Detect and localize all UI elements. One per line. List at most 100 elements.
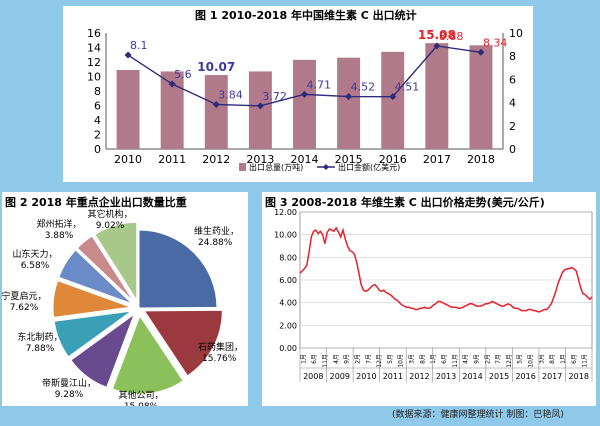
source-note: (数据来源：健康网整理统计 制图：巴艳凤) xyxy=(392,410,564,420)
line-data-label: 4.71 xyxy=(307,78,332,91)
pie-slice xyxy=(111,314,184,395)
line-point xyxy=(433,42,441,50)
x-tick-label: 2012 xyxy=(202,153,230,166)
bar xyxy=(469,45,493,150)
x-tick-label: 2010 xyxy=(114,153,142,166)
x-tick-label: 2014 xyxy=(291,153,319,166)
y-right-tick-label: 2 xyxy=(509,120,516,133)
pie-slice-percent: 15.08% xyxy=(124,402,159,406)
year-label: 2015 xyxy=(489,372,509,381)
x-month-tick: 1月 xyxy=(430,354,437,364)
x-month-tick: 5月 xyxy=(517,354,524,364)
year-label: 2008 xyxy=(303,372,323,381)
figure2-panel: 维生药业，24.88%石药集团，15.76%其他公司，15.08%帝斯曼江山，9… xyxy=(1,192,248,412)
y-left-tick-label: 16 xyxy=(87,27,101,40)
pie-slice-name: 宁夏启元， xyxy=(2,290,47,302)
line-point xyxy=(345,93,353,101)
year-label: 2010 xyxy=(356,372,376,381)
bar-top-label: 10.07 xyxy=(197,60,235,74)
x-tick-label: 2017 xyxy=(423,153,451,166)
x-tick-label: 2018 xyxy=(467,153,495,166)
line-point xyxy=(389,93,397,101)
x-month-tick: 5月 xyxy=(387,354,394,364)
x-month-tick: 9月 xyxy=(344,354,351,364)
line-point xyxy=(477,48,485,56)
y-tick-label: 0.00 xyxy=(279,344,297,353)
figure3-title: 图 3 2008-2018 年维生素 C 出口价格走势(美元/公斤) xyxy=(265,196,545,209)
bar xyxy=(381,51,405,149)
x-month-tick: 2月 xyxy=(484,354,491,364)
line-data-label: 3.84 xyxy=(218,88,243,101)
pie-slice xyxy=(53,310,132,358)
line-data-label: 3.72 xyxy=(262,90,287,103)
y-left-tick-label: 12 xyxy=(87,56,101,69)
pie-slice-name: 山东天力， xyxy=(12,248,57,260)
x-month-tick: 11月 xyxy=(322,354,329,368)
y-right-tick-label: 8 xyxy=(509,50,516,63)
x-month-tick: 6月 xyxy=(311,354,318,364)
line-point xyxy=(301,90,308,98)
year-label: 2016 xyxy=(515,372,535,381)
figure2-chart: 维生药业，24.88%石药集团，15.76%其他公司，15.08%帝斯曼江山，9… xyxy=(1,208,243,412)
x-month-tick: 8月 xyxy=(549,354,556,364)
bar-top-label: 15.08 xyxy=(418,28,456,42)
y-right-tick-label: 6 xyxy=(509,73,516,86)
bar xyxy=(248,71,272,149)
line-data-label: 8.1 xyxy=(130,39,148,52)
x-tick-label: 2013 xyxy=(246,153,274,166)
x-month-tick: 6月 xyxy=(571,354,578,364)
pie-slice-percent: 6.58% xyxy=(21,261,50,271)
pie-slice-name: 其他公司， xyxy=(118,389,163,401)
x-month-tick: 1月 xyxy=(300,354,307,364)
y-left-tick-label: 2 xyxy=(94,129,101,142)
x-month-tick: 12月 xyxy=(506,354,513,368)
pie-slice-percent: 9.02% xyxy=(96,221,125,231)
x-month-tick: 4月 xyxy=(463,354,470,364)
pie-slice xyxy=(138,229,218,309)
x-month-tick: 4月 xyxy=(333,354,340,364)
x-tick-label: 2011 xyxy=(158,153,186,166)
year-label: 2011 xyxy=(383,372,403,381)
bar xyxy=(293,59,316,150)
pie-slice-percent: 3.88% xyxy=(45,231,74,241)
year-label: 2014 xyxy=(462,372,482,381)
line-point xyxy=(124,51,132,59)
y-right-tick-label: 10 xyxy=(509,27,523,40)
x-month-tick: 3月 xyxy=(538,354,545,364)
x-tick-label: 2015 xyxy=(335,153,363,166)
pie-slice-name: 其它机构， xyxy=(87,208,132,220)
bar xyxy=(425,43,449,149)
pie-slice-name: 东北制药， xyxy=(17,331,62,343)
x-month-tick: 10月 xyxy=(398,354,405,368)
y-right-tick-label: 0 xyxy=(509,143,516,156)
price-line xyxy=(299,226,593,313)
line-data-label: 4.51 xyxy=(395,81,420,94)
x-month-tick: 1月 xyxy=(560,354,567,364)
pie-slice xyxy=(70,312,136,389)
x-month-tick: 8月 xyxy=(419,354,426,364)
x-month-tick: 11月 xyxy=(452,354,459,368)
pie-slice-name: 帝斯曼江山， xyxy=(42,377,96,389)
legend-line-marker xyxy=(323,164,329,170)
y-tick-label: 12.00 xyxy=(274,208,297,217)
pie-slice-percent: 15.76% xyxy=(202,354,237,364)
y-left-tick-label: 0 xyxy=(94,143,101,156)
x-month-tick: 11月 xyxy=(582,354,589,368)
x-month-tick: 9月 xyxy=(473,354,480,364)
y-left-tick-label: 14 xyxy=(87,42,101,55)
line-point xyxy=(256,102,264,110)
y-left-tick-label: 10 xyxy=(87,71,101,84)
y-left-tick-label: 8 xyxy=(94,85,101,98)
y-tick-label: 4.00 xyxy=(279,299,297,308)
pie-slice-percent: 7.62% xyxy=(10,303,39,313)
line-data-label: 5.6 xyxy=(174,68,192,81)
figure1-panel: 0 2 4 6 8 10 12 14 16 0 2 4 6 8 10 2010 2011 2012 2013 2014… xyxy=(63,6,533,182)
year-label: 2013 xyxy=(436,372,456,381)
pie-slice-name: 石药集团， xyxy=(198,341,243,353)
bar xyxy=(160,71,184,149)
line-data-label: 8.34 xyxy=(483,36,508,49)
x-month-tick: 3月 xyxy=(409,354,416,364)
figure3-panel: 0.00 2.00 4.00 6.00 8.00 10.00 12.00 1月 6月 11月 4月 9… xyxy=(262,192,596,406)
figure1-title: 图 1 2010-2018 年中国维生素 C 出口统计 xyxy=(195,9,417,22)
